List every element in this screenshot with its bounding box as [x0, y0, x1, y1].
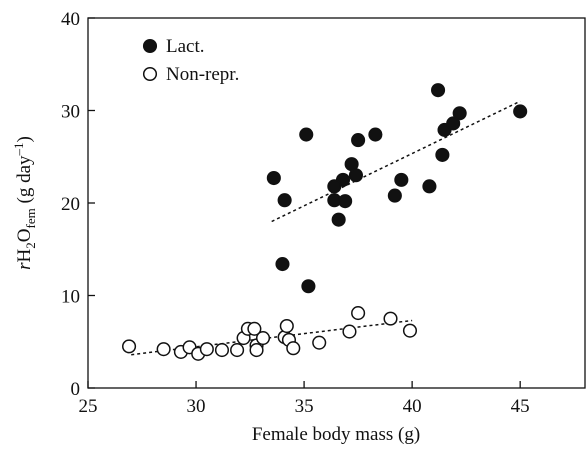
point [402, 323, 418, 338]
y-tick-label: 0 [71, 379, 81, 400]
y-axis-label: rH2Ofem (g day–1) [11, 136, 38, 270]
legend-label: Non-repr. [166, 64, 239, 85]
y-tick-label: 20 [61, 194, 80, 215]
point [275, 257, 290, 272]
x-axis-label: Female body mass (g) [252, 424, 420, 445]
x-tick-label: 40 [403, 396, 422, 417]
point [247, 321, 262, 336]
point [338, 194, 353, 209]
x-tick-label: 35 [295, 396, 314, 417]
legend-marker [142, 38, 158, 54]
x-tick-label: 30 [187, 396, 206, 417]
point [348, 168, 363, 183]
point [387, 188, 402, 203]
point [327, 179, 342, 194]
point [513, 104, 528, 119]
point [431, 83, 446, 98]
x-tick-label: 25 [79, 396, 98, 417]
point [394, 172, 409, 187]
point [286, 341, 301, 356]
legend-label: Lact. [166, 36, 205, 57]
point [452, 106, 467, 121]
trend-line [271, 100, 521, 223]
point [301, 279, 316, 294]
point [199, 342, 214, 357]
y-tick-label: 40 [61, 9, 80, 30]
legend-marker [142, 66, 158, 82]
point [230, 343, 245, 358]
x-tick-label: 45 [511, 396, 530, 417]
point [279, 318, 294, 334]
point [299, 127, 314, 142]
point [446, 116, 461, 131]
point [351, 133, 366, 148]
y-tick-label: 30 [61, 102, 80, 123]
point [435, 147, 450, 162]
point [342, 324, 357, 339]
point [422, 179, 437, 194]
point [249, 343, 264, 358]
point [277, 193, 292, 208]
point [368, 127, 383, 142]
y-tick-label: 10 [61, 287, 80, 308]
point [331, 212, 346, 227]
point [351, 306, 366, 321]
point [266, 170, 281, 186]
point [383, 311, 398, 326]
trend-line [131, 319, 413, 356]
point [312, 335, 327, 350]
point [255, 331, 271, 346]
point [156, 342, 171, 357]
point [122, 339, 137, 354]
point [214, 343, 230, 358]
